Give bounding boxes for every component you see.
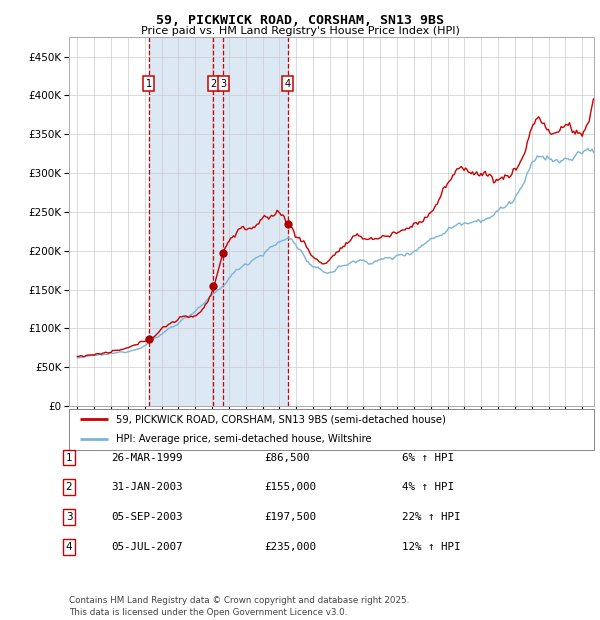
Text: 12% ↑ HPI: 12% ↑ HPI <box>402 542 461 552</box>
Text: 59, PICKWICK ROAD, CORSHAM, SN13 9BS (semi-detached house): 59, PICKWICK ROAD, CORSHAM, SN13 9BS (se… <box>116 414 446 424</box>
Text: HPI: Average price, semi-detached house, Wiltshire: HPI: Average price, semi-detached house,… <box>116 435 372 445</box>
Text: Price paid vs. HM Land Registry's House Price Index (HPI): Price paid vs. HM Land Registry's House … <box>140 26 460 36</box>
Text: 4% ↑ HPI: 4% ↑ HPI <box>402 482 454 492</box>
Text: 59, PICKWICK ROAD, CORSHAM, SN13 9BS: 59, PICKWICK ROAD, CORSHAM, SN13 9BS <box>156 14 444 27</box>
Text: 3: 3 <box>220 79 226 89</box>
Text: 1: 1 <box>146 79 152 89</box>
Text: 26-MAR-1999: 26-MAR-1999 <box>111 453 182 463</box>
Text: 2: 2 <box>65 482 73 492</box>
Bar <box>149 37 288 406</box>
Text: 2: 2 <box>210 79 217 89</box>
Text: £235,000: £235,000 <box>264 542 316 552</box>
Text: 1: 1 <box>65 453 73 463</box>
Text: 31-JAN-2003: 31-JAN-2003 <box>111 482 182 492</box>
Text: 05-JUL-2007: 05-JUL-2007 <box>111 542 182 552</box>
Text: 4: 4 <box>285 79 291 89</box>
Text: 4: 4 <box>65 542 73 552</box>
Text: 6% ↑ HPI: 6% ↑ HPI <box>402 453 454 463</box>
Text: £86,500: £86,500 <box>264 453 310 463</box>
Text: 05-SEP-2003: 05-SEP-2003 <box>111 512 182 522</box>
Text: 3: 3 <box>65 512 73 522</box>
Text: £197,500: £197,500 <box>264 512 316 522</box>
Text: 22% ↑ HPI: 22% ↑ HPI <box>402 512 461 522</box>
Text: £155,000: £155,000 <box>264 482 316 492</box>
Text: Contains HM Land Registry data © Crown copyright and database right 2025.
This d: Contains HM Land Registry data © Crown c… <box>69 596 409 617</box>
